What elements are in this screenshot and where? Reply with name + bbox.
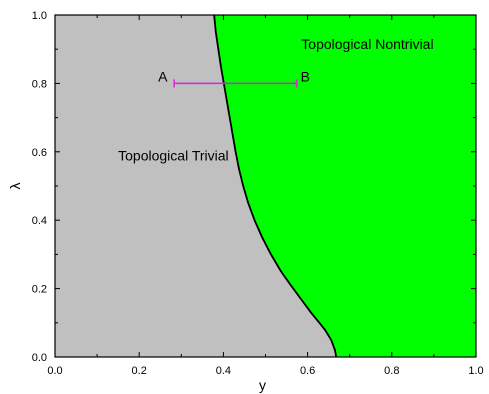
x-tick-label: 0.8 <box>384 365 399 377</box>
y-axis-ticks: 0.0 0.2 0.4 0.6 0.8 1.0 <box>32 10 476 364</box>
y-tick-label: 0.8 <box>32 78 47 90</box>
x-tick-label: 0.4 <box>216 365 231 377</box>
nontrivial-region-label: Topological Nontrivial <box>301 36 433 52</box>
y-tick-label: 0.6 <box>32 147 47 159</box>
nontrivial-region <box>214 15 476 357</box>
x-tick-label: 0.6 <box>300 365 315 377</box>
y-tick-label: 0.2 <box>32 284 47 296</box>
y-tick-label: 0.0 <box>32 352 47 364</box>
y-axis-label: λ <box>7 183 23 190</box>
y-tick-label: 1.0 <box>32 10 47 22</box>
y-tick-label: 0.4 <box>32 215 47 227</box>
x-axis-label: y <box>259 377 266 393</box>
plot-area: A B Topological Trivial Topological Nontriv… <box>54 14 477 358</box>
x-tick-label: 0.0 <box>47 365 62 377</box>
point-b-label: B <box>301 68 310 84</box>
x-axis-ticks: 0.0 0.2 0.4 0.6 0.8 1.0 <box>47 15 484 377</box>
phase-boundary-line <box>213 14 338 358</box>
x-tick-label: 1.0 <box>468 365 483 377</box>
trivial-region <box>55 15 337 357</box>
point-a-label: A <box>158 68 168 84</box>
x-tick-label: 0.2 <box>132 365 147 377</box>
trivial-region-label: Topological Trivial <box>118 147 228 163</box>
